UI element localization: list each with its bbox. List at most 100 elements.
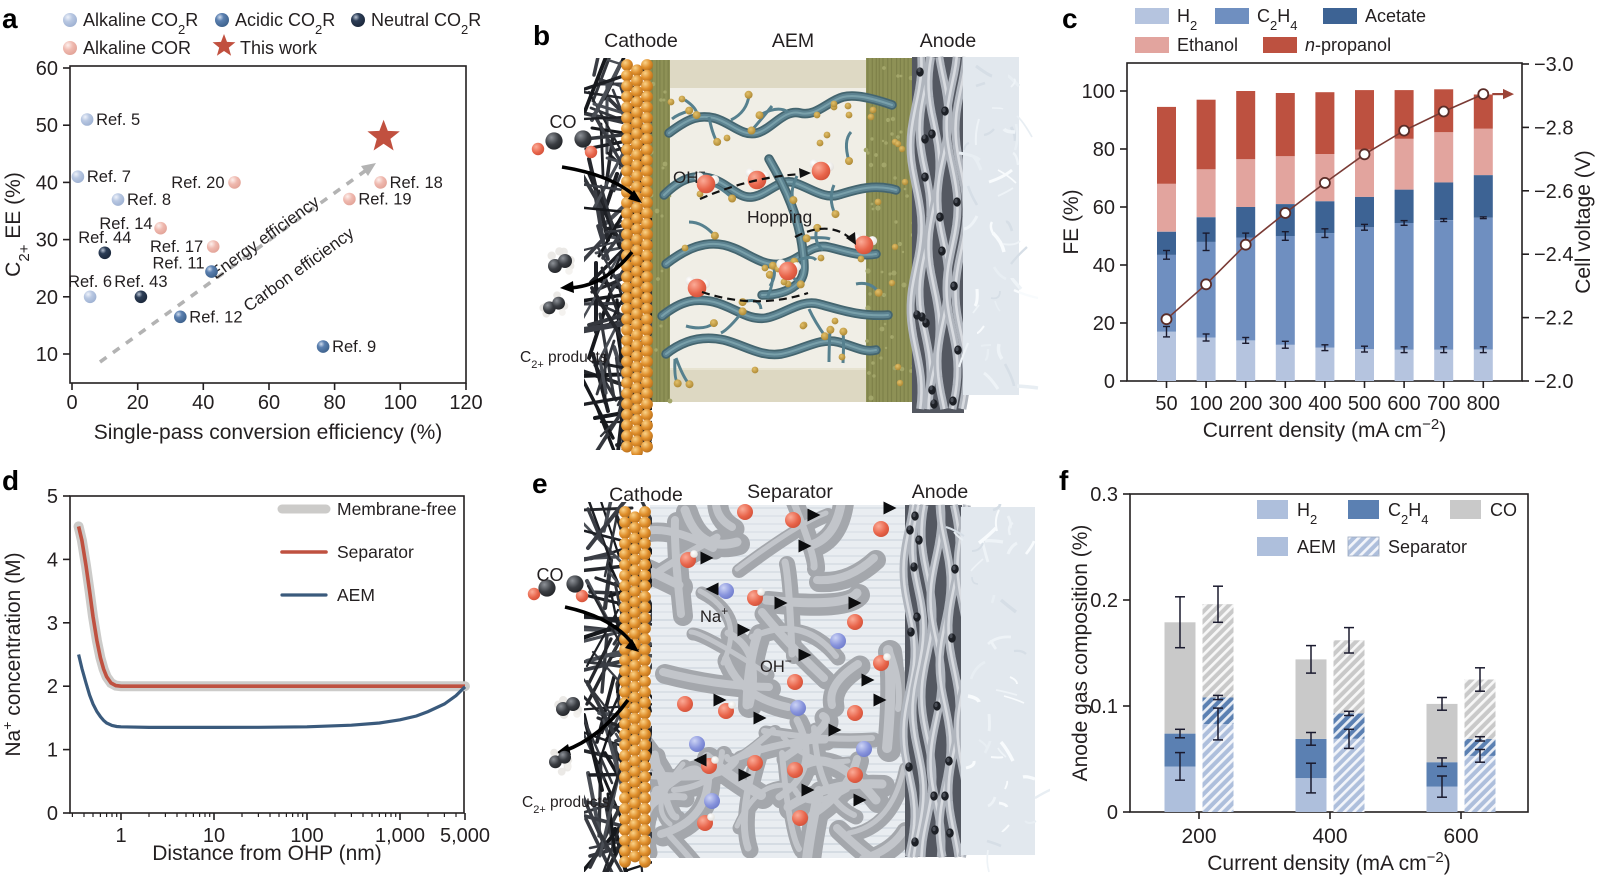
svg-text:Distance from OHP (nm): Distance from OHP (nm)	[152, 842, 382, 865]
svg-text:Anode: Anode	[920, 30, 976, 52]
svg-text:Cell voltage (V): Cell voltage (V)	[1572, 150, 1595, 294]
svg-text:b: b	[533, 25, 550, 51]
svg-text:40: 40	[1093, 255, 1115, 277]
svg-text:30: 30	[36, 230, 58, 252]
svg-text:20: 20	[36, 287, 58, 309]
svg-text:Acidic CO2R: Acidic CO2R	[235, 10, 335, 37]
svg-text:60: 60	[36, 58, 58, 80]
svg-text:Current density (mA cm−2): Current density (mA cm−2)	[1207, 849, 1451, 876]
svg-text:4: 4	[47, 549, 58, 571]
svg-text:a: a	[2, 3, 18, 34]
svg-text:Separator: Separator	[747, 481, 833, 503]
svg-text:Ref. 43: Ref. 43	[114, 273, 167, 291]
svg-text:d: d	[2, 465, 19, 496]
svg-text:Separator: Separator	[337, 542, 414, 562]
svg-text:n-propanol: n-propanol	[1305, 35, 1391, 55]
svg-text:5,000: 5,000	[440, 825, 490, 847]
svg-text:Acetate: Acetate	[1365, 6, 1426, 26]
svg-text:40: 40	[192, 392, 214, 414]
svg-text:50: 50	[36, 115, 58, 137]
svg-text:AEM: AEM	[772, 30, 814, 52]
svg-text:Ref. 18: Ref. 18	[390, 174, 443, 192]
svg-text:5: 5	[47, 486, 58, 508]
svg-text:100: 100	[1082, 81, 1115, 103]
svg-text:CO: CO	[1490, 500, 1517, 520]
svg-text:Ref. 5: Ref. 5	[96, 111, 140, 129]
svg-text:1,000: 1,000	[375, 825, 425, 847]
svg-text:800: 800	[1467, 393, 1500, 415]
svg-text:Cathode: Cathode	[609, 484, 683, 506]
svg-text:50: 50	[1155, 393, 1177, 415]
svg-text:200: 200	[1181, 825, 1216, 848]
svg-text:80: 80	[1093, 139, 1115, 161]
svg-text:700: 700	[1427, 393, 1460, 415]
svg-text:10: 10	[203, 825, 225, 847]
svg-text:Alkaline CO2R: Alkaline CO2R	[83, 10, 198, 37]
svg-text:Ref. 44: Ref. 44	[78, 229, 131, 247]
svg-text:OH−: OH−	[673, 165, 706, 187]
svg-text:FE (%): FE (%)	[1060, 189, 1083, 254]
svg-text:c: c	[1062, 3, 1078, 34]
svg-text:20: 20	[127, 392, 149, 414]
svg-text:Neutral CO2R: Neutral CO2R	[371, 10, 481, 37]
svg-text:Ref. 8: Ref. 8	[127, 191, 171, 209]
svg-text:Na+ concentration (M): Na+ concentration (M)	[0, 552, 25, 756]
svg-text:3: 3	[47, 613, 58, 635]
svg-text:100: 100	[1189, 393, 1222, 415]
svg-text:500: 500	[1348, 393, 1381, 415]
svg-text:Ref. 11: Ref. 11	[153, 255, 205, 273]
svg-text:Membrane-free: Membrane-free	[337, 499, 457, 519]
svg-text:AEM: AEM	[337, 585, 375, 605]
svg-text:300: 300	[1269, 393, 1302, 415]
svg-text:20: 20	[1093, 313, 1115, 335]
svg-text:Ref. 19: Ref. 19	[358, 191, 411, 209]
svg-text:2: 2	[47, 676, 58, 698]
svg-text:OH−: OH−	[760, 654, 792, 676]
svg-text:Anode: Anode	[912, 481, 968, 503]
svg-text:H2: H2	[1297, 500, 1317, 527]
svg-text:Ref. 12: Ref. 12	[189, 308, 242, 326]
svg-text:100: 100	[384, 392, 417, 414]
svg-text:CO: CO	[537, 565, 564, 585]
svg-text:−2.8: −2.8	[1534, 117, 1573, 139]
svg-text:Ref. 7: Ref. 7	[87, 168, 131, 186]
svg-text:C2H4: C2H4	[1257, 6, 1297, 33]
svg-text:CO: CO	[550, 112, 577, 132]
svg-text:Ref. 17: Ref. 17	[150, 238, 203, 256]
svg-text:−3.0: −3.0	[1534, 54, 1573, 76]
svg-text:1: 1	[115, 825, 126, 847]
svg-text:0.1: 0.1	[1090, 696, 1118, 718]
svg-text:Ref. 20: Ref. 20	[171, 174, 224, 192]
svg-text:−2.0: −2.0	[1534, 371, 1573, 393]
svg-text:100: 100	[290, 825, 323, 847]
svg-text:Alkaline COR: Alkaline COR	[83, 38, 191, 58]
svg-text:0: 0	[47, 803, 58, 825]
svg-text:Anode gas composition (%): Anode gas composition (%)	[1069, 525, 1092, 782]
svg-text:f: f	[1059, 465, 1069, 496]
svg-text:Ref. 14: Ref. 14	[99, 215, 152, 233]
svg-text:40: 40	[36, 172, 58, 194]
svg-text:600: 600	[1387, 393, 1420, 415]
svg-text:Na+: Na+	[700, 604, 728, 626]
svg-text:0: 0	[1104, 371, 1115, 393]
svg-text:Hopping: Hopping	[747, 207, 812, 227]
svg-text:This work: This work	[240, 38, 318, 58]
svg-text:Separator: Separator	[1388, 537, 1467, 557]
svg-text:1: 1	[47, 740, 58, 762]
svg-text:400: 400	[1312, 825, 1347, 848]
svg-text:Cathode: Cathode	[604, 30, 678, 52]
svg-text:0.2: 0.2	[1090, 590, 1118, 612]
svg-text:Ref. 9: Ref. 9	[332, 338, 376, 356]
svg-text:600: 600	[1443, 825, 1478, 848]
svg-text:Ref. 6: Ref. 6	[68, 273, 112, 291]
svg-text:0: 0	[66, 392, 77, 414]
svg-text:120: 120	[449, 392, 482, 414]
svg-text:60: 60	[1093, 197, 1115, 219]
svg-text:0.3: 0.3	[1090, 484, 1118, 506]
svg-text:80: 80	[323, 392, 345, 414]
svg-text:C2+ EE (%): C2+ EE (%)	[2, 172, 33, 277]
svg-text:H2: H2	[1177, 6, 1197, 33]
svg-text:−2.2: −2.2	[1534, 308, 1573, 330]
svg-text:AEM: AEM	[1297, 537, 1336, 557]
svg-text:Current density (mA cm−2): Current density (mA cm−2)	[1203, 416, 1447, 443]
